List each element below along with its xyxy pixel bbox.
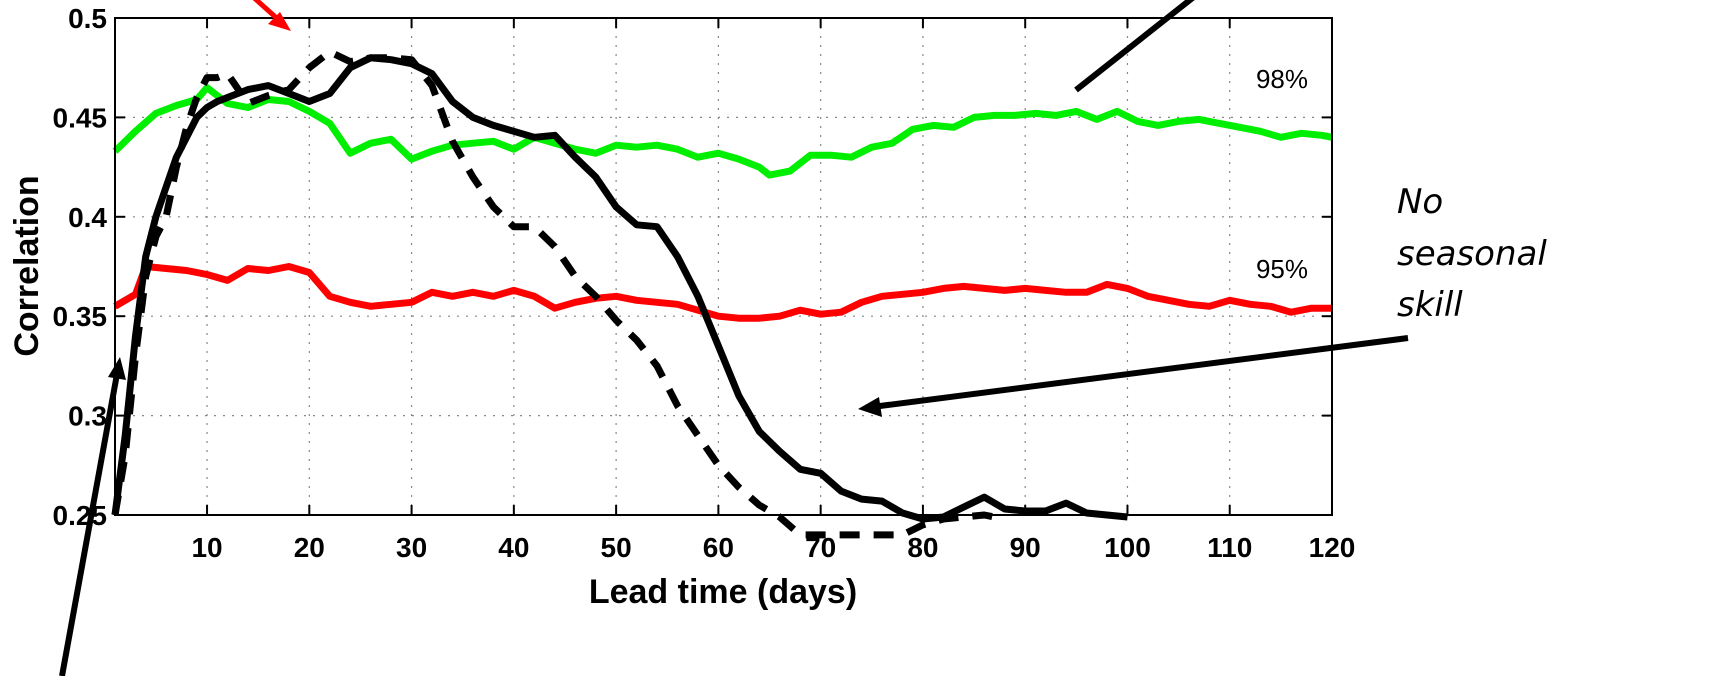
y-axis-title: Correlation	[8, 175, 46, 356]
x-tick-label: 20	[294, 532, 325, 563]
y-tick-label: 0.5	[68, 3, 107, 34]
y-tick-label: 0.35	[53, 301, 108, 332]
no-seasonal-skill-line-2: seasonal	[1397, 234, 1547, 274]
x-tick-label: 90	[1010, 532, 1041, 563]
y-tick-label: 0.4	[68, 202, 107, 233]
level-95-label: 95%	[1256, 254, 1308, 284]
y-tick-label: 0.3	[68, 401, 107, 432]
x-tick-label: 60	[703, 532, 734, 563]
x-axis-title: Lead time (days)	[589, 573, 857, 611]
y-tick-label: 0.45	[53, 102, 108, 133]
no-skill-arrow-head	[858, 397, 882, 417]
red-arrow-head	[268, 12, 291, 31]
bottom-left-arrow-head	[108, 357, 126, 380]
x-tick-label: 100	[1104, 532, 1151, 563]
no-skill-arrow-shaft	[879, 335, 1409, 409]
x-tick-label: 70	[805, 532, 836, 563]
y-tick-label: 0.25	[53, 500, 108, 531]
axis-ticks: 10 20 30 40 50 60 70 80 90 100 110 120 0.25 0.3 0.35 0.…	[53, 3, 1356, 563]
series-line-1	[112, 84, 1333, 179]
no-seasonal-skill-line-1: No	[1397, 182, 1443, 222]
level-98-label: 98%	[1256, 64, 1308, 94]
no-seasonal-skill-line-3: skill	[1397, 285, 1463, 325]
x-tick-label: 40	[498, 532, 529, 563]
series-line-2	[113, 263, 1332, 322]
x-tick-label: 50	[601, 532, 632, 563]
bottom-left-arrow-shaft	[59, 373, 120, 677]
series-lines	[111, 48, 1333, 539]
annotation-arrows	[59, 0, 1409, 677]
grid-lines	[115, 18, 1332, 515]
x-tick-label: 110	[1207, 532, 1252, 563]
top-right-pointer-line	[1074, 0, 1195, 93]
x-tick-label: 80	[907, 532, 938, 563]
x-tick-label: 10	[191, 532, 222, 563]
x-tick-label: 120	[1309, 532, 1356, 563]
plot-frame	[114, 17, 1333, 516]
x-tick-label: 30	[396, 532, 427, 563]
